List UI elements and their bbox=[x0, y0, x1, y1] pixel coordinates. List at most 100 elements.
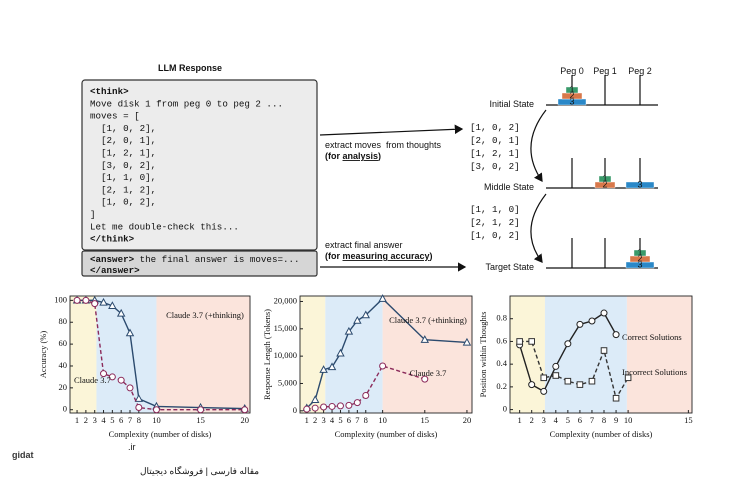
plot-frame bbox=[69, 295, 251, 414]
x-tick-label: 7 bbox=[590, 415, 594, 425]
marker bbox=[99, 297, 108, 306]
code-line: [2, 0, 1], bbox=[90, 135, 156, 146]
series-label: Claude 3.7 bbox=[410, 368, 447, 378]
y-tick-label: 5,000 bbox=[278, 377, 297, 387]
series-line bbox=[519, 340, 629, 401]
code-line: Let me double-check this... bbox=[90, 221, 239, 232]
x-tick-label: 7 bbox=[355, 415, 359, 425]
plot-frame bbox=[509, 295, 693, 414]
y-tick-label: 0 bbox=[503, 404, 507, 414]
y-tick-label: 0.8 bbox=[496, 313, 507, 323]
marker bbox=[576, 320, 584, 328]
extract-part: ) bbox=[430, 251, 433, 261]
x-tick-label: 8 bbox=[137, 415, 141, 425]
marker bbox=[73, 296, 81, 304]
disk-label: 3 bbox=[637, 260, 642, 270]
marker bbox=[361, 310, 371, 319]
disk-label: 3 bbox=[569, 97, 574, 107]
extract-label: (for analysis) bbox=[325, 151, 381, 161]
answer-part: the final answer is moves=... bbox=[134, 254, 299, 265]
x-tick-label: 8 bbox=[602, 415, 606, 425]
series-label: Claude 3.7 (+thinking) bbox=[389, 315, 467, 325]
series-label: Incorrect Solutions bbox=[622, 367, 687, 377]
marker bbox=[320, 403, 328, 411]
marker bbox=[345, 401, 353, 409]
x-axis-label: Complexity (number of disks) bbox=[335, 429, 438, 439]
disk-label: 1 bbox=[569, 85, 574, 95]
marker bbox=[588, 377, 596, 385]
marker bbox=[135, 404, 143, 412]
disk-label: 1 bbox=[637, 248, 642, 258]
x-tick-label: 15 bbox=[196, 415, 205, 425]
state-label: Target State bbox=[485, 262, 534, 272]
marker bbox=[344, 326, 354, 335]
move: [1, 0, 2] bbox=[470, 122, 520, 133]
code-line: Move disk 1 from peg 0 to peg 2 ... bbox=[90, 98, 283, 109]
marker bbox=[116, 308, 126, 317]
disk-label: 1 bbox=[602, 174, 607, 184]
marker bbox=[552, 372, 560, 379]
marker bbox=[421, 375, 429, 383]
region bbox=[70, 296, 97, 413]
y-tick-label: 0 bbox=[293, 405, 297, 415]
answer-part: <answer> bbox=[90, 254, 135, 265]
code-line: [1, 0, 2], bbox=[90, 197, 156, 208]
y-tick-label: 60 bbox=[59, 338, 68, 348]
y-tick-label: 0.2 bbox=[496, 381, 507, 391]
series-line bbox=[306, 365, 425, 410]
move: [3, 0, 2] bbox=[470, 161, 520, 172]
region bbox=[510, 296, 545, 413]
disk bbox=[625, 181, 655, 189]
y-axis-label: Accuracy (%) bbox=[38, 331, 48, 379]
marker bbox=[552, 362, 560, 370]
x-tick-label: 15 bbox=[684, 415, 693, 425]
region bbox=[325, 296, 383, 413]
marker bbox=[600, 309, 608, 317]
x-tick-label: 6 bbox=[119, 415, 123, 425]
move: [2, 0, 1] bbox=[470, 135, 520, 146]
marker bbox=[152, 406, 160, 414]
x-tick-label: 5 bbox=[338, 415, 342, 425]
marker bbox=[624, 374, 632, 382]
marker bbox=[100, 370, 108, 378]
marker bbox=[576, 381, 584, 388]
disk bbox=[565, 86, 579, 94]
marker bbox=[125, 328, 135, 337]
extract-part: measuring accuracy bbox=[343, 251, 430, 261]
region bbox=[300, 296, 326, 413]
extract-label: extract moves from thoughts bbox=[325, 140, 442, 150]
extract-part: (for bbox=[325, 251, 343, 261]
marker bbox=[353, 315, 362, 324]
x-axis-label: Complexity (number of disks) bbox=[550, 429, 653, 439]
marker bbox=[353, 399, 361, 407]
x-tick-label: 7 bbox=[128, 415, 132, 425]
y-tick-label: 80 bbox=[59, 316, 68, 326]
marker bbox=[378, 294, 387, 302]
marker bbox=[328, 402, 336, 410]
marker bbox=[462, 337, 472, 346]
region bbox=[96, 296, 157, 413]
answer-part: </answer> bbox=[90, 265, 140, 276]
marker bbox=[310, 395, 320, 403]
watermark-tagline: مقاله فارسی | فروشگاه دیجیتال bbox=[140, 465, 259, 477]
disk-label: 2 bbox=[602, 180, 607, 190]
x-axis-label: Complexity (number of disks) bbox=[109, 429, 212, 439]
panel-title: LLM Response bbox=[158, 63, 222, 73]
x-tick-label: 20 bbox=[240, 415, 249, 425]
y-tick-label: 0.6 bbox=[496, 335, 507, 345]
marker bbox=[134, 394, 144, 402]
disk-label: 2 bbox=[637, 254, 642, 264]
series-label: Claude 3.7 (+thinking) bbox=[166, 310, 244, 320]
x-tick-label: 10 bbox=[624, 415, 633, 425]
answer-line: </answer> bbox=[90, 265, 140, 276]
extract-part: analysis bbox=[343, 151, 379, 161]
y-tick-label: 40 bbox=[59, 360, 68, 370]
x-tick-label: 10 bbox=[378, 415, 387, 425]
x-tick-label: 1 bbox=[518, 415, 522, 425]
code-line: <think> bbox=[90, 86, 129, 97]
marker bbox=[564, 377, 572, 385]
move: [1, 2, 1] bbox=[470, 148, 520, 159]
marker bbox=[197, 406, 205, 414]
marker bbox=[516, 338, 523, 345]
marker bbox=[528, 381, 536, 389]
